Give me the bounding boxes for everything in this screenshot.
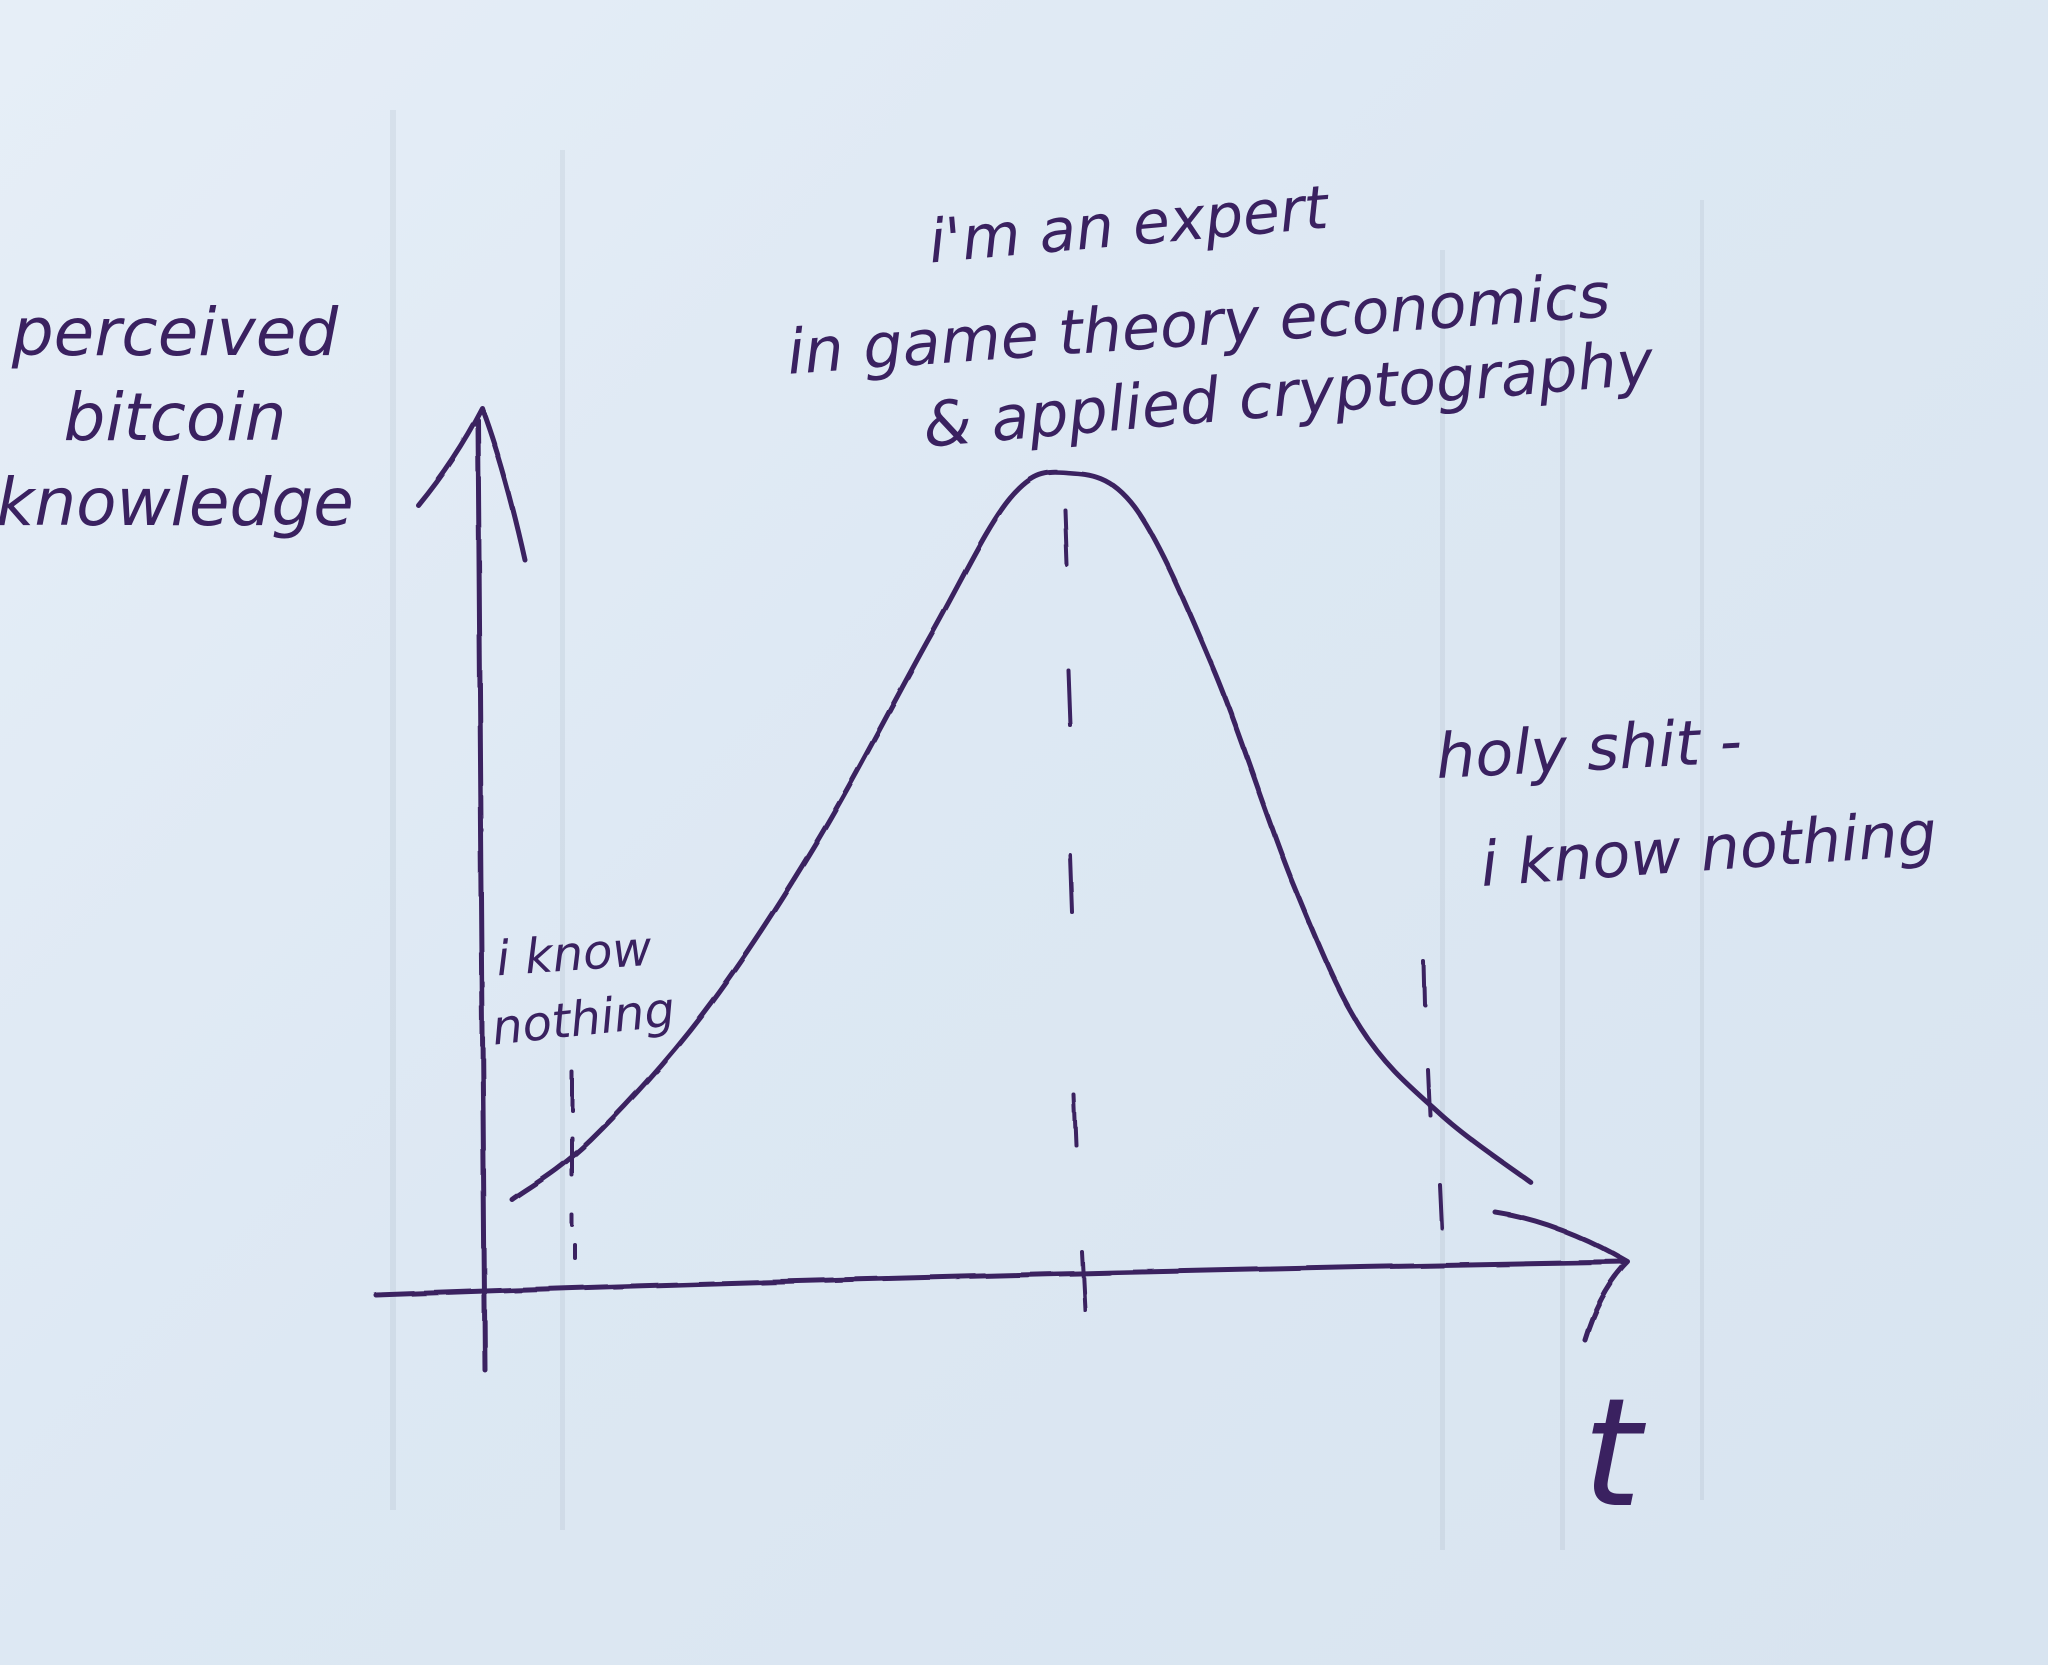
x-axis-title: t (1583, 1367, 1647, 1541)
annotation-start-line-2: nothing (489, 982, 677, 1057)
series-line-knowledge (509, 469, 1534, 1202)
x-axis (373, 1259, 1628, 1298)
annotation-start-line-1: i know (494, 921, 654, 988)
y-axis-title-line-1: perceived (11, 294, 340, 371)
annotation-late-line-1: holy shit - (1434, 704, 1743, 793)
annotation-start: i know nothing (489, 921, 677, 1057)
guide-line-start (570, 1070, 577, 1260)
x-axis-arrowhead (1492, 1209, 1631, 1343)
annotation-peak: i'm an expert in game theory economics &… (785, 173, 1658, 462)
y-axis-arrowhead (415, 405, 528, 563)
guide-line-late (1422, 960, 1444, 1230)
annotation-late-line-2: i know nothing (1478, 796, 1939, 901)
y-axis (475, 417, 488, 1373)
y-axis-title-line-3: knowledge (0, 464, 354, 541)
y-axis-title: perceived bitcoin knowledge (0, 294, 354, 541)
annotation-late: holy shit - i know nothing (1434, 704, 1939, 901)
guide-line-peak (1063, 508, 1087, 1312)
annotation-peak-line-1: i'm an expert (926, 173, 1333, 278)
y-axis-title-line-2: bitcoin (64, 379, 287, 456)
